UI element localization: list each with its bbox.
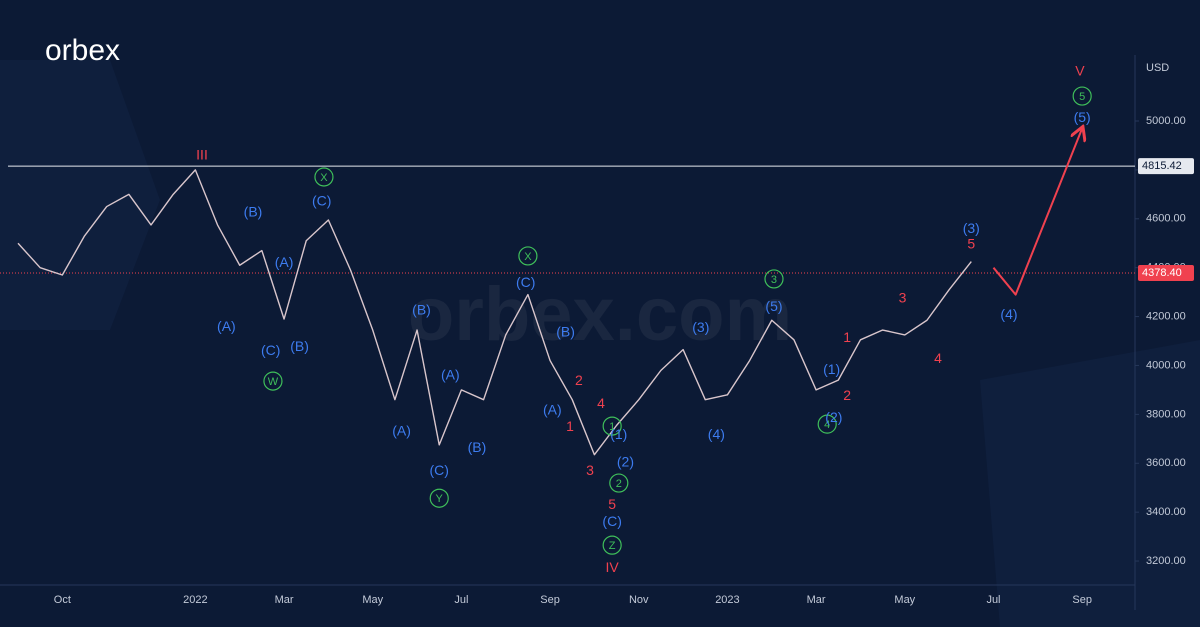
forecast-arrow bbox=[992, 128, 1082, 296]
y-tick-label: 3400.00 bbox=[1146, 506, 1186, 518]
x-tick-label: May bbox=[362, 594, 383, 606]
wave-label: (1) bbox=[610, 426, 627, 442]
x-tick-label: Jul bbox=[454, 594, 468, 606]
wave-label: V bbox=[1075, 63, 1085, 79]
x-tick-label: 2022 bbox=[183, 594, 207, 606]
wave-label: 2 bbox=[616, 478, 622, 490]
wave-label: (B) bbox=[290, 338, 309, 354]
x-tick-label: Mar bbox=[807, 594, 826, 606]
wave-label: (C) bbox=[516, 274, 535, 290]
last-price-label: 4378.40 bbox=[1142, 267, 1182, 279]
wave-circle bbox=[602, 416, 622, 436]
watermark: orbex.com bbox=[408, 272, 792, 357]
wave-label: (3) bbox=[692, 319, 709, 335]
wave-circle bbox=[314, 167, 334, 187]
x-tick-label: May bbox=[894, 594, 915, 606]
wave-label: (C) bbox=[312, 193, 331, 209]
resistance-label: 4815.42 bbox=[1142, 160, 1182, 172]
wave-label: 1 bbox=[843, 329, 851, 345]
wave-circle bbox=[263, 371, 283, 391]
wave-label: (2) bbox=[617, 454, 634, 470]
wave-label: 1 bbox=[566, 418, 574, 434]
wave-circle bbox=[518, 246, 538, 266]
wave-label: IV bbox=[606, 559, 620, 575]
y-tick-label: 5000.00 bbox=[1146, 115, 1186, 127]
price-line bbox=[17, 169, 972, 456]
wave-label: 2 bbox=[575, 372, 583, 388]
wave-label: 2 bbox=[843, 387, 851, 403]
y-tick-label: 3200.00 bbox=[1146, 555, 1186, 567]
wave-label: (C) bbox=[430, 462, 449, 478]
wave-label: Y bbox=[436, 493, 444, 505]
wave-label: (2) bbox=[825, 409, 842, 425]
x-tick-label: Jul bbox=[986, 594, 1000, 606]
wave-label: III bbox=[196, 147, 208, 163]
wave-label: (4) bbox=[1000, 306, 1017, 322]
wave-label: 3 bbox=[586, 462, 594, 478]
wave-label: X bbox=[524, 251, 532, 263]
wave-label: 3 bbox=[899, 290, 907, 306]
y-tick-label: 4200.00 bbox=[1146, 310, 1186, 322]
y-tick-label: 4600.00 bbox=[1146, 213, 1186, 225]
wave-circle bbox=[1072, 86, 1092, 106]
wave-circle bbox=[764, 269, 784, 289]
wave-label: (B) bbox=[468, 439, 487, 455]
wave-label: (5) bbox=[765, 298, 782, 314]
price-label-box bbox=[1138, 158, 1194, 175]
wave-label: (A) bbox=[275, 254, 294, 270]
wave-label: (1) bbox=[823, 361, 840, 377]
wave-label: 4 bbox=[934, 350, 942, 366]
wave-label: 1 bbox=[609, 421, 615, 433]
wave-label: (4) bbox=[708, 426, 725, 442]
wave-label: (A) bbox=[392, 423, 411, 439]
wave-label: (B) bbox=[244, 204, 263, 220]
wave-label: 3 bbox=[771, 274, 777, 286]
wave-label: (B) bbox=[556, 324, 575, 340]
decoration bbox=[0, 60, 160, 330]
wave-label: X bbox=[320, 172, 328, 184]
x-tick-label: Nov bbox=[629, 594, 649, 606]
x-tick-label: 2023 bbox=[715, 594, 739, 606]
y-tick-label: 3800.00 bbox=[1146, 408, 1186, 420]
wave-circle bbox=[429, 488, 449, 508]
decoration bbox=[980, 340, 1200, 627]
wave-label: (C) bbox=[602, 513, 621, 529]
currency: USD bbox=[1146, 62, 1169, 74]
wave-label: Z bbox=[609, 540, 616, 552]
wave-label: (C) bbox=[261, 342, 280, 358]
wave-label: (A) bbox=[543, 402, 562, 418]
logo: orbex bbox=[45, 34, 120, 67]
wave-label: (A) bbox=[217, 318, 236, 334]
x-tick-label: Sep bbox=[540, 594, 560, 606]
wave-circle bbox=[609, 473, 629, 493]
wave-label: W bbox=[268, 376, 279, 388]
wave-label: (3) bbox=[963, 220, 980, 236]
wave-label: 4 bbox=[597, 395, 605, 411]
wave-label: 5 bbox=[608, 496, 616, 512]
price-label-box bbox=[1138, 264, 1194, 281]
x-tick-label: Mar bbox=[275, 594, 294, 606]
wave-circle bbox=[817, 414, 837, 434]
wave-circle bbox=[602, 535, 622, 555]
x-tick-label: Sep bbox=[1072, 594, 1092, 606]
wave-label: (B) bbox=[412, 302, 431, 318]
wave-label: (A) bbox=[441, 367, 460, 383]
wave-label: 5 bbox=[967, 236, 975, 252]
wave-label: 5 bbox=[1079, 91, 1085, 103]
wave-label: 4 bbox=[824, 419, 830, 431]
wave-label: (5) bbox=[1074, 109, 1091, 125]
y-tick-label: 4000.00 bbox=[1146, 359, 1186, 371]
x-tick-label: Oct bbox=[54, 594, 71, 606]
y-tick-label: 3600.00 bbox=[1146, 457, 1186, 469]
